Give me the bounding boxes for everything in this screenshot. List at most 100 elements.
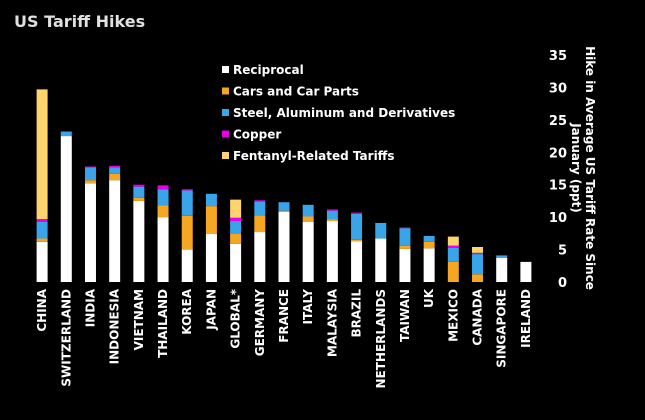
bar-india-series-3: [84, 166, 96, 168]
x-tick-label: SWITZERLAND: [59, 289, 73, 387]
x-tick-label: SINGAPORE: [495, 289, 509, 368]
bar-china-series-0: [36, 241, 48, 282]
y-tick-label: 20: [549, 146, 567, 161]
bar-korea-series-3: [181, 189, 193, 191]
bar-uk-series-1: [423, 241, 435, 249]
legend-swatch: [222, 152, 229, 159]
y-tick-label: 35: [549, 49, 567, 64]
x-tick-label: MALAYSIA: [325, 288, 339, 357]
bar-italy-series-1: [302, 216, 314, 222]
bar-global-series-1: [230, 234, 242, 244]
bar-taiwan-series-1: [399, 245, 411, 249]
legend-label: Steel, Aluminum and Derivatives: [233, 106, 455, 120]
x-tick-label: THAILAND: [156, 289, 170, 358]
bar-india-series-2: [84, 167, 96, 181]
bar-japan-series-2: [205, 193, 217, 207]
bar-vietnam-series-1: [133, 197, 145, 201]
bar-global-series-3: [230, 217, 242, 222]
bar-germany-series-3: [254, 200, 266, 202]
legend-swatch: [222, 66, 229, 73]
x-tick-label: TAIWAN: [398, 289, 412, 342]
legend: Reciprocal Cars and Car Parts Steel, Alumi…: [222, 63, 455, 163]
legend-label: Reciprocal: [233, 63, 304, 77]
bar-italy-series-2: [302, 204, 314, 217]
y-axis-title: Hike in Average US Tariff Rate SinceJanu…: [569, 46, 597, 290]
legend-label: Copper: [233, 128, 281, 142]
bar-canada-series-2: [472, 254, 484, 275]
bar-japan-series-0: [205, 234, 217, 282]
bar-korea-series-2: [181, 190, 193, 216]
bar-france-series-1: [278, 210, 290, 212]
y-tick-label: 15: [549, 179, 567, 194]
bar-germany-series-0: [254, 232, 266, 282]
bar-vietnam-series-0: [133, 200, 145, 282]
bar-china-series-2: [36, 221, 48, 239]
bar-ireland-series-0: [520, 261, 532, 282]
y-tick-label: 30: [549, 81, 567, 96]
bar-indonesia-series-0: [109, 180, 121, 282]
bar-uk-series-0: [423, 248, 435, 282]
bar-malaysia-series-1: [326, 219, 338, 222]
x-tick-label: NETHERLANDS: [374, 289, 388, 389]
x-tick-label: IRELAND: [519, 289, 533, 348]
x-tick-label: JAPAN: [204, 289, 218, 331]
bar-brazil-series-0: [351, 241, 363, 282]
bar-china-series-3: [36, 219, 48, 222]
bar-thailand-series-1: [157, 205, 169, 218]
x-tick-label: INDIA: [83, 288, 97, 327]
x-tick-label: KOREA: [180, 288, 194, 334]
bar-china-series-4: [36, 89, 48, 220]
bar-italy-series-0: [302, 221, 314, 282]
bar-japan-series-1: [205, 206, 217, 235]
bar-mexico-series-1: [447, 261, 459, 282]
bar-taiwan-series-3: [399, 227, 411, 229]
x-tick-label: CANADA: [471, 288, 485, 345]
bar-france-series-2: [278, 202, 290, 211]
chart-title: US Tariff Hikes: [14, 12, 146, 31]
bar-taiwan-series-0: [399, 248, 411, 282]
y-tick-label: 0: [558, 276, 567, 291]
bar-vietnam-series-3: [133, 184, 145, 187]
bar-vietnam-series-2: [133, 186, 145, 198]
bar-global-series-0: [230, 243, 242, 282]
bar-germany-series-1: [254, 215, 266, 233]
bar-thailand-series-2: [157, 189, 169, 206]
bar-singapore-series-2: [496, 255, 508, 258]
x-tick-label: GLOBAL*: [229, 288, 243, 348]
bar-korea-series-1: [181, 215, 193, 250]
bar-global-series-2: [230, 221, 242, 234]
bar-thailand-series-0: [157, 217, 169, 282]
legend-swatch: [222, 109, 229, 116]
bar-brazil-series-3: [351, 212, 363, 214]
bar-mexico-series-3: [447, 245, 459, 248]
bars-layer: [36, 89, 532, 282]
y-tick-label: 10: [549, 211, 567, 226]
bar-singapore-series-0: [496, 258, 508, 282]
x-tick-label: CHINA: [35, 288, 49, 331]
x-tick-label: ITALY: [301, 289, 315, 325]
y-axis-title-text: Hike in Average US Tariff Rate SinceJanu…: [569, 46, 597, 290]
bar-germany-series-2: [254, 201, 266, 216]
y-tick-label: 25: [549, 114, 567, 129]
bar-india-series-1: [84, 180, 96, 184]
y-axis: 0 5 10 15 20 25 30 35: [549, 49, 567, 291]
bar-china-series-1: [36, 238, 48, 242]
bar-taiwan-series-2: [399, 228, 411, 246]
x-tick-label: MEXICO: [446, 289, 460, 342]
bar-canada-series-1: [472, 274, 484, 282]
x-tick-label: GERMANY: [253, 289, 267, 357]
bar-indonesia-series-3: [109, 165, 121, 168]
bar-canada-series-3: [472, 252, 484, 255]
bar-brazil-series-2: [351, 213, 363, 240]
bar-uk-series-2: [423, 235, 435, 242]
bar-canada-series-4: [472, 246, 484, 253]
bar-malaysia-series-0: [326, 221, 338, 282]
x-tick-label: VIETNAM: [132, 289, 146, 350]
x-tick-label: UK: [422, 288, 436, 308]
bar-switzerland-series-2: [60, 131, 72, 137]
bar-netherlands-series-0: [375, 238, 387, 282]
bar-india-series-0: [84, 183, 96, 282]
x-axis-labels: CHINA SWITZERLAND INDIA INDONESIA VIETNAM THA…: [35, 288, 533, 388]
x-tick-label: BRAZIL: [350, 289, 364, 338]
